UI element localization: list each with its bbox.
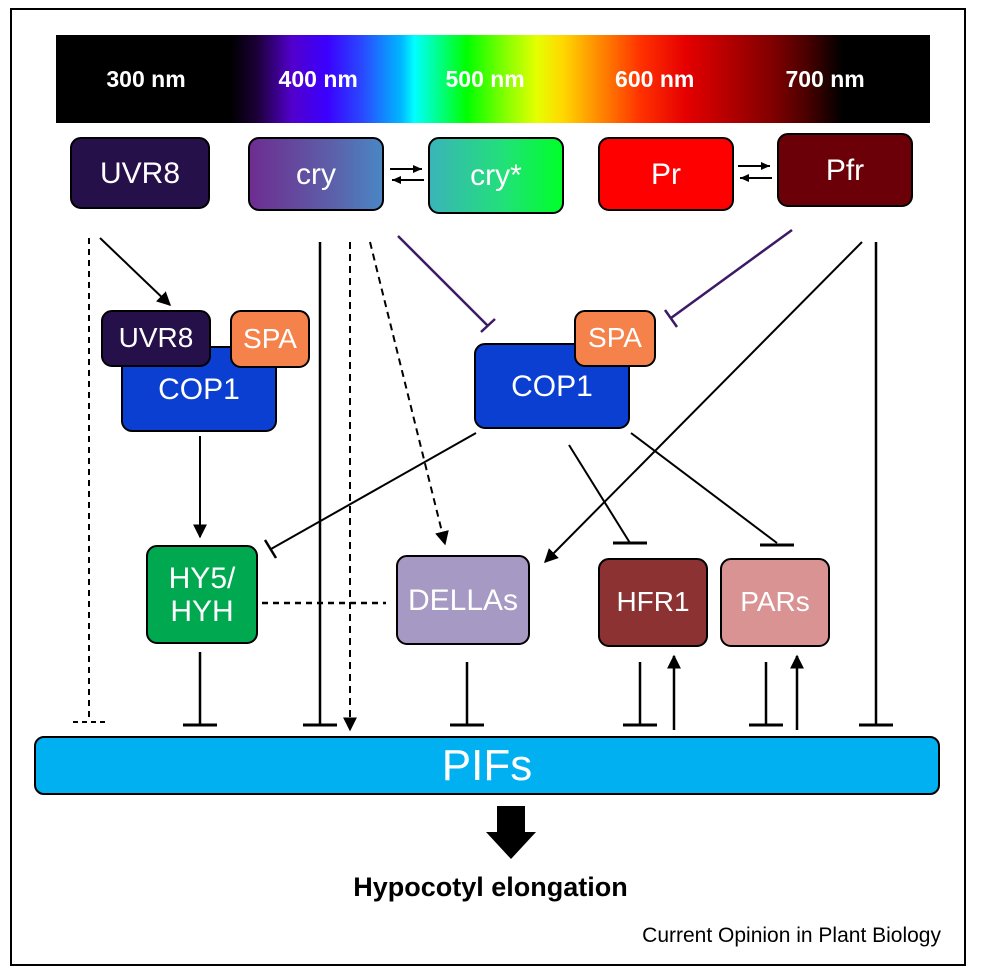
wavelength-label-400: 400 nm: [278, 66, 358, 92]
pr-phytochrome: Pr: [598, 137, 734, 211]
cry-active-photoreceptor: cry*: [428, 137, 564, 214]
hfr1-box: HFR1: [598, 558, 708, 647]
dellas-box: DELLAs: [396, 555, 530, 645]
journal-credit: Current Opinion in Plant Biology: [642, 924, 941, 947]
cop1-hy5-inhibition: [270, 432, 477, 550]
uvr8-activation-arrow: [99, 237, 172, 306]
light-spectrum-bar: 300 nm 400 nm 500 nm 600 nm 700 nm: [56, 35, 930, 123]
outcome-arrow-icon: [486, 806, 536, 859]
pfr-dellas-arrow: [544, 241, 863, 563]
cry-equilibrium-arrows: [390, 165, 424, 184]
pfr-phytochrome: Pfr: [777, 133, 913, 207]
cry-cop1-inhibition: [397, 235, 489, 327]
cop1-pars-inhibition: [630, 432, 778, 544]
outcome-label: Hypocotyl elongation: [353, 872, 628, 902]
spa-right: SPA: [574, 310, 656, 367]
uvr8-photoreceptor: UVR8: [70, 137, 210, 209]
wavelength-label-300: 300 nm: [106, 66, 186, 92]
cop1-hfr1-inhibition: [568, 444, 631, 544]
pfr-cop1-inhibition: [670, 228, 793, 320]
pars-box: PARs: [720, 558, 830, 647]
wavelength-label-700: 700 nm: [785, 66, 865, 92]
figure-frame: [10, 8, 966, 966]
uvr8-complex-part: UVR8: [101, 310, 211, 367]
phytochrome-equilibrium-arrows: [738, 162, 772, 182]
hy5-hyh-box: HY5/ HYH: [146, 545, 258, 644]
cry-photoreceptor: cry: [248, 137, 384, 211]
wavelength-label-600: 600 nm: [615, 66, 695, 92]
spa-left: SPA: [230, 310, 310, 368]
wavelength-label-500: 500 nm: [445, 66, 525, 92]
pifs-bar: PIFs: [34, 736, 940, 795]
cry-dellas-dashed-arrow: [369, 241, 449, 546]
